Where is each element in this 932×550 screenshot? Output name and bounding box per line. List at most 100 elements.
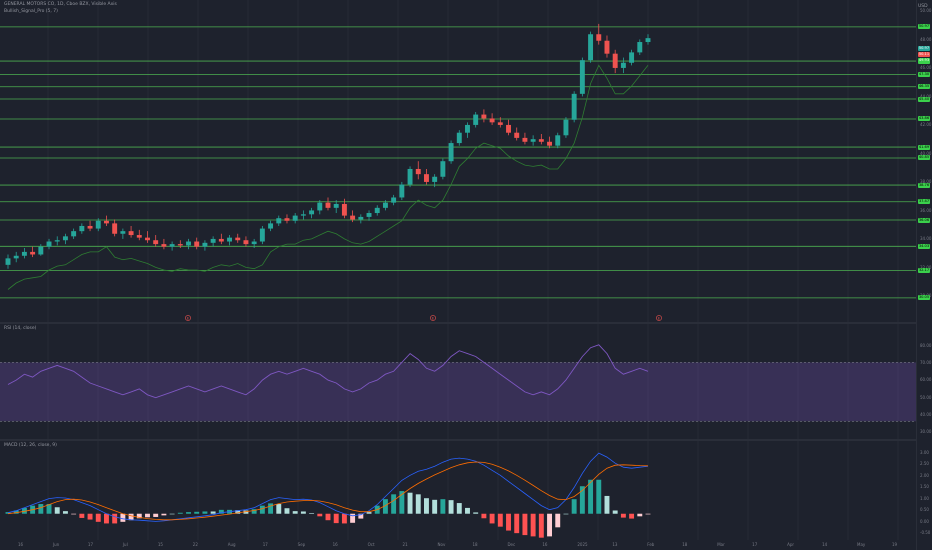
candle	[555, 135, 561, 146]
macd-histogram-bar	[71, 513, 77, 515]
level-price-tag: 50.97	[918, 24, 930, 30]
time-axis-label: 16	[332, 542, 338, 547]
trailing-stop-line	[7, 64, 649, 290]
level-price-tag: 38.76	[918, 182, 930, 188]
candle	[366, 213, 372, 217]
currency-label: USD	[918, 4, 928, 9]
time-axis-label: 18	[682, 542, 688, 547]
candle	[284, 218, 290, 221]
candle	[292, 215, 298, 221]
candle	[21, 251, 27, 256]
time-axis-label: Jun	[52, 542, 60, 547]
price-axis-label: 46.00	[920, 65, 932, 70]
macd-histogram-bar	[497, 513, 503, 527]
macd-histogram-bar	[136, 513, 142, 519]
macd-histogram-bar	[489, 513, 495, 524]
macd-histogram-bar	[309, 513, 315, 514]
price-axis-label: 50.00	[920, 8, 932, 13]
macd-histogram-bar	[79, 513, 85, 518]
macd-histogram-bar	[366, 512, 372, 514]
candle	[317, 202, 323, 211]
level-price-tag: 30.05	[918, 295, 930, 301]
candle	[620, 62, 626, 68]
indicator-legend[interactable]: Bullish_Signal_Pro (5, 7)	[4, 9, 58, 14]
candle	[202, 242, 208, 247]
macd-histogram-bar	[645, 513, 651, 515]
macd-histogram-bar	[571, 499, 577, 514]
candle	[538, 139, 544, 142]
macd-axis-label: 1.00	[920, 495, 929, 501]
candle	[637, 42, 643, 53]
candle	[382, 202, 388, 208]
time-axis-label: Sep	[297, 542, 306, 547]
macd-histogram-bar	[210, 511, 216, 514]
candle	[268, 223, 274, 229]
candle	[145, 237, 150, 241]
candle	[506, 124, 511, 133]
time-axis-label: May	[857, 542, 866, 547]
pane-separator[interactable]	[0, 322, 916, 324]
macd-histogram-bar	[555, 513, 561, 528]
price-axis-label: 38.00	[920, 179, 932, 184]
price-axis-label: 32.00	[920, 265, 931, 270]
earnings-event-icon	[430, 315, 436, 321]
candle	[358, 216, 364, 220]
macd-histogram-bar	[317, 513, 323, 517]
symbol-title[interactable]: GENERAL MOTORS CO, 1D, Cboe BZX, Visible…	[4, 2, 117, 7]
macd-histogram-bar	[514, 513, 520, 534]
time-axis-label: 17	[87, 542, 93, 547]
candle	[522, 137, 528, 142]
time-axis-label: Oct	[367, 542, 375, 547]
time-axis-label: 19	[892, 542, 898, 547]
candle	[104, 220, 109, 224]
candle	[38, 246, 44, 255]
candle	[588, 34, 594, 61]
candle	[300, 214, 306, 216]
candle	[341, 203, 347, 216]
earnings-event-label: E	[187, 317, 189, 321]
macd-histogram-bar	[194, 511, 200, 514]
macd-axis-label: 0.50	[920, 507, 929, 513]
macd-histogram-bar	[145, 513, 150, 518]
macd-histogram-bar	[333, 513, 339, 524]
time-axis-label: Nov	[437, 542, 446, 547]
macd-histogram-bar	[563, 513, 569, 515]
macd-histogram-bar	[538, 513, 544, 538]
macd-histogram-bar	[341, 513, 347, 524]
macd-legend[interactable]: MACD (12, 26, close, 9)	[4, 443, 57, 448]
pane-separator[interactable]	[0, 439, 916, 441]
time-axis-label: 16	[542, 542, 548, 547]
candle	[95, 220, 101, 229]
time-axis-label: 16	[18, 542, 24, 547]
candle	[276, 218, 282, 224]
candle	[112, 223, 118, 234]
candle	[120, 231, 126, 234]
macd-histogram-bar	[284, 508, 290, 514]
rsi-legend[interactable]: RSI (14, close)	[4, 326, 37, 331]
time-axis-label: Mar	[717, 542, 725, 547]
candle	[161, 244, 167, 247]
candle	[629, 52, 635, 63]
candle	[235, 237, 241, 241]
earnings-event-label: E	[658, 317, 660, 321]
price-axis-label: 36.00	[920, 207, 932, 213]
macd-histogram-bar	[391, 494, 397, 514]
candle	[432, 176, 438, 182]
macd-histogram-bar	[596, 479, 602, 514]
earnings-event-icon	[656, 315, 662, 321]
candle	[13, 255, 19, 259]
macd-histogram-bar	[522, 513, 528, 536]
time-axis-label: 2025	[577, 542, 588, 547]
macd-histogram-bar	[186, 512, 191, 514]
macd-histogram-bar	[399, 491, 405, 514]
macd-histogram-bar	[54, 507, 60, 514]
candle	[71, 231, 77, 237]
level-price-tag: 32.17	[918, 267, 930, 273]
candle	[489, 118, 495, 123]
candle	[563, 119, 569, 136]
macd-histogram-bar	[120, 513, 126, 522]
signal-line	[7, 461, 649, 521]
price-axis[interactable]	[916, 0, 932, 550]
rsi-line	[7, 344, 649, 399]
